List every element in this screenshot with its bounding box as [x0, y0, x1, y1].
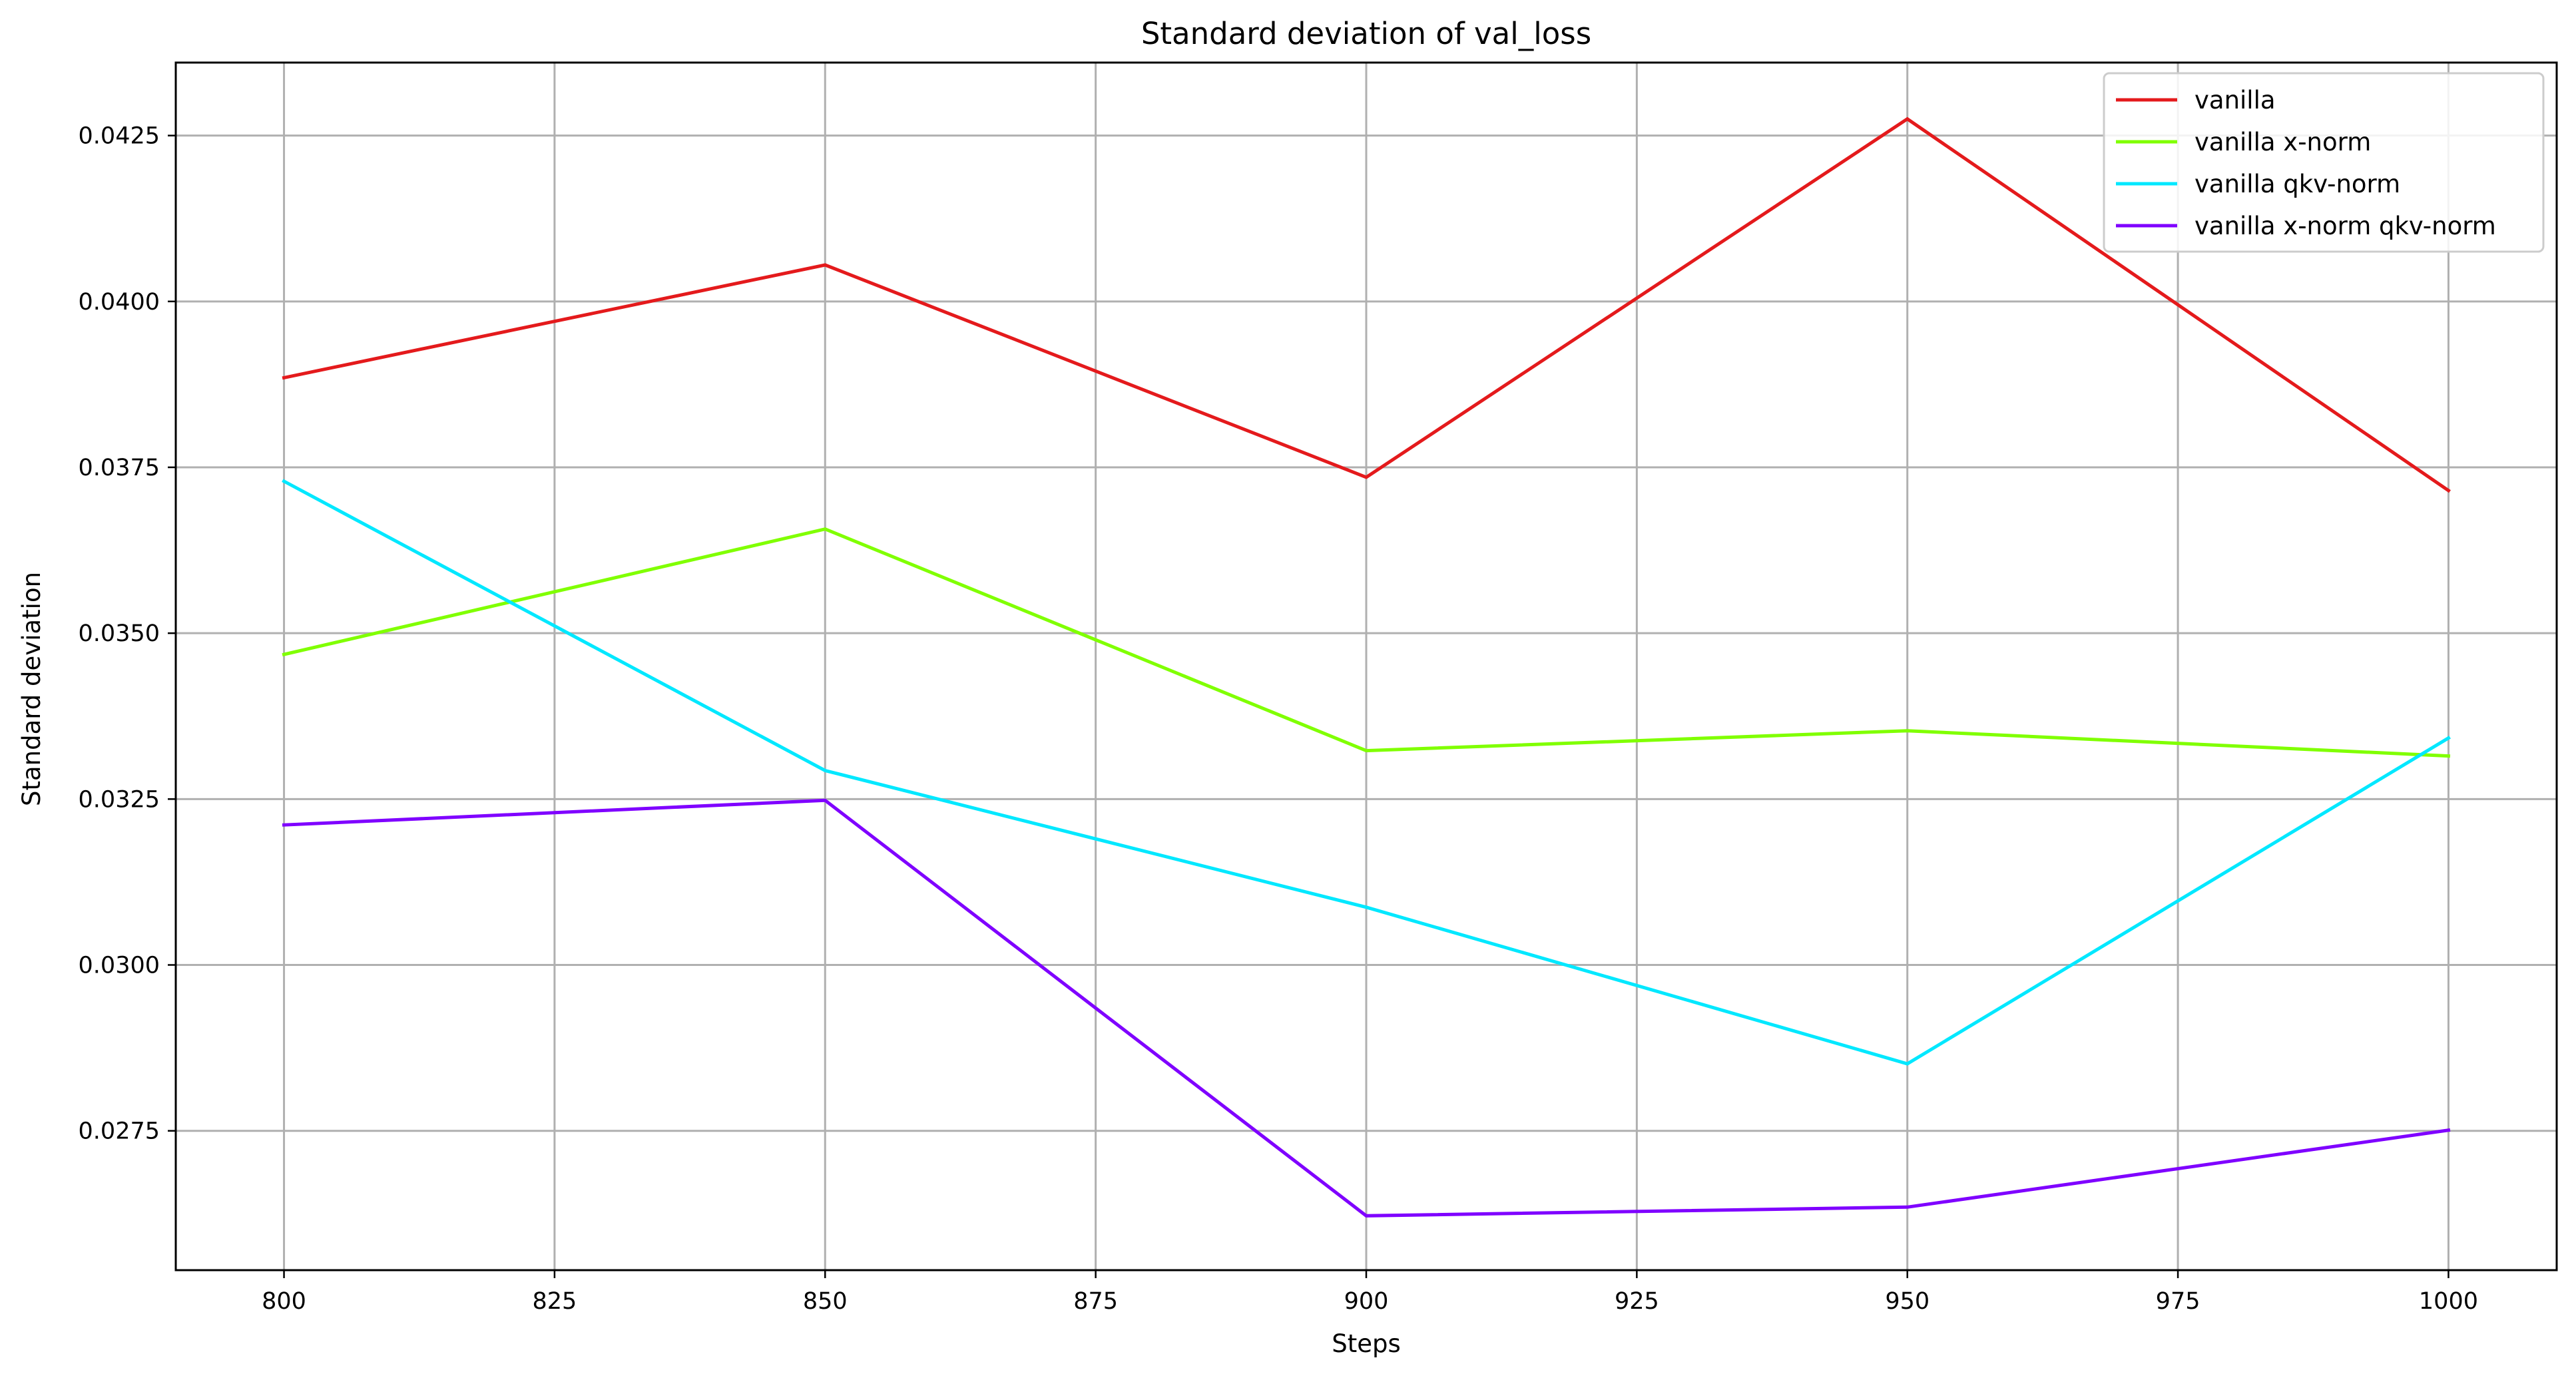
- legend-label-vanilla-qkv-norm: vanilla qkv-norm: [2194, 170, 2400, 198]
- y-tick-label: 0.0275: [79, 1118, 160, 1145]
- series-line-vanilla-qkv-norm: [282, 479, 2451, 1066]
- series-line-vanilla-x-norm: [282, 527, 2451, 758]
- x-tick-label: 975: [2156, 1288, 2200, 1315]
- y-tick-label: 0.0350: [79, 620, 160, 647]
- x-tick-label: 850: [803, 1288, 848, 1315]
- x-tick-label: 800: [262, 1288, 306, 1315]
- y-tick-label: 0.0375: [79, 455, 160, 481]
- chart-title: Standard deviation of val_loss: [1141, 16, 1591, 51]
- y-tick-label: 0.0325: [79, 786, 160, 813]
- x-tick-label: 950: [1885, 1288, 1930, 1315]
- y-tick-label: 0.0425: [79, 123, 160, 150]
- legend-label-vanilla: vanilla: [2194, 86, 2276, 115]
- axis-ticks: 800 825 850 875 900 925 950 975 1000 0.0275 0.0300…: [79, 123, 2478, 1315]
- legend-label-vanilla-x-norm-qkv-norm: vanilla x-norm qkv-norm: [2194, 212, 2496, 240]
- y-axis-label: Standard deviation: [17, 572, 46, 806]
- x-tick-label: 1000: [2419, 1288, 2478, 1315]
- y-tick-label: 0.0300: [79, 953, 160, 979]
- x-tick-label: 825: [533, 1288, 577, 1315]
- series-line-vanilla: [282, 116, 2451, 493]
- x-tick-label: 900: [1344, 1288, 1389, 1315]
- x-tick-label: 925: [1615, 1288, 1659, 1315]
- y-tick-label: 0.0400: [79, 289, 160, 316]
- x-tick-label: 875: [1073, 1288, 1118, 1315]
- series-lines: [282, 116, 2451, 1218]
- legend-items: vanilla vanilla x-norm vanilla qkv-norm van…: [2116, 86, 2496, 240]
- legend-box: [2103, 72, 2545, 253]
- legend: vanilla vanilla x-norm vanilla qkv-norm van…: [2103, 72, 2545, 253]
- legend-label-vanilla-x-norm: vanilla x-norm: [2194, 128, 2371, 156]
- x-axis-label: Steps: [1332, 1329, 1401, 1358]
- series-line-vanilla-x-norm-qkv-norm: [282, 798, 2451, 1218]
